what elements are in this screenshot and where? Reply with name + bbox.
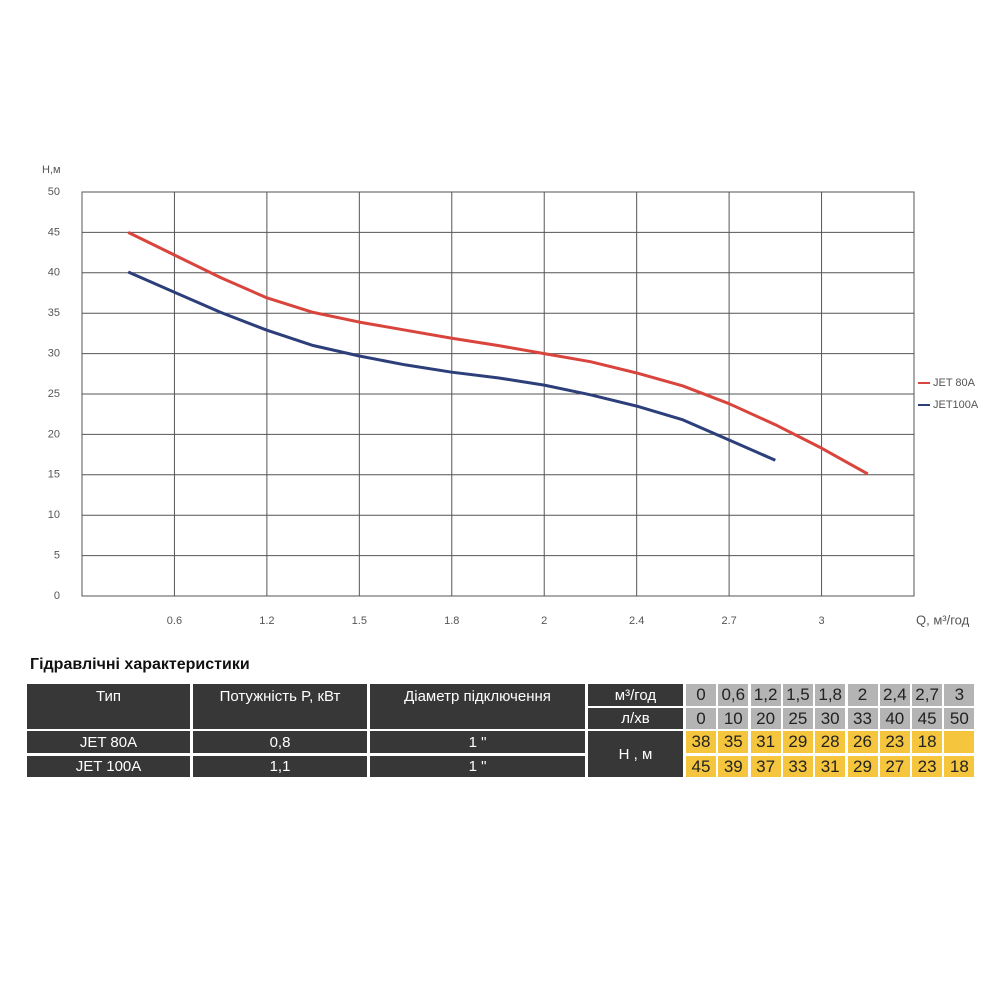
x-tick-label: 2.7	[721, 615, 736, 627]
flow-cell: 1,5	[782, 684, 813, 706]
series-line	[127, 231, 869, 476]
head-cell: 28	[815, 731, 846, 753]
x-tick-label: 1.8	[444, 615, 459, 627]
flow-cell: 1,2	[750, 684, 781, 706]
flow-cell: 0,6	[718, 684, 749, 706]
header-cell: Тип	[27, 684, 190, 729]
head-cell: 31	[750, 731, 781, 753]
flow-cell: 0	[686, 684, 716, 706]
x-axis-label: Q, м³/год	[916, 612, 970, 627]
head-cell	[944, 731, 975, 753]
flow-cell: 25	[782, 708, 813, 729]
y-tick-label: 25	[48, 388, 60, 400]
head-cell: 18	[944, 756, 975, 777]
y-tick-label: 30	[48, 348, 60, 360]
flow-cell: 2,4	[879, 684, 910, 706]
head-cell: 35	[718, 731, 749, 753]
head-cell: 18	[912, 731, 943, 753]
flow-cell: 2,7	[912, 684, 943, 706]
flow-cell: 10	[718, 708, 749, 729]
y-tick-label: 35	[48, 307, 60, 319]
legend-label: JET100A	[933, 399, 979, 411]
chart: H,м Q, м³/год 0 5 10 15 20 25 30 35 40 45 50 0.6 1.2…	[42, 164, 979, 628]
flow-cell: 2	[847, 684, 878, 706]
x-tick-label: 1.2	[259, 615, 274, 627]
x-tick-label: 2.4	[629, 615, 644, 627]
y-tick-label: 40	[48, 267, 60, 279]
unit-cell: Н , м	[588, 731, 683, 777]
head-cell: 45	[686, 756, 716, 777]
y-tick-label: 20	[48, 428, 60, 440]
flow-cell: 45	[912, 708, 943, 729]
head-cell: 37	[750, 756, 781, 777]
flow-cell: 20	[750, 708, 781, 729]
x-tick-label: 0.6	[167, 615, 182, 627]
table-cell: JET 100A	[27, 756, 190, 777]
head-cell: 38	[686, 731, 716, 753]
y-tick-label: 15	[48, 469, 60, 481]
legend-label: JET 80A	[933, 377, 976, 389]
unit-cell: л/хв	[588, 708, 683, 729]
table-cell: 1 "	[370, 731, 585, 753]
flow-cell: 40	[879, 708, 910, 729]
head-cell: 23	[879, 731, 910, 753]
head-cell: 29	[782, 731, 813, 753]
x-tick-label: 1.5	[352, 615, 367, 627]
unit-cell: м³/год	[588, 684, 683, 706]
flow-cell: 3	[944, 684, 975, 706]
header-cell: Діаметр підключення	[370, 684, 585, 729]
flow-cell: 30	[815, 708, 846, 729]
header-cell: Потужність P, кВт	[193, 684, 367, 729]
y-tick-label: 50	[48, 186, 60, 198]
head-cell: 23	[912, 756, 943, 777]
table-cell: 1,1	[193, 756, 367, 777]
series-line	[127, 270, 776, 462]
head-cell: 33	[782, 756, 813, 777]
y-tick-label: 10	[48, 509, 60, 521]
flow-cell: 1,8	[815, 684, 846, 706]
y-axis-label: H,м	[42, 164, 61, 176]
y-tick-label: 45	[48, 226, 60, 238]
table-cell: JET 80A	[27, 731, 190, 753]
head-cell: 27	[879, 756, 910, 777]
head-cell: 39	[718, 756, 749, 777]
x-tick-label: 2	[541, 615, 547, 627]
y-tick-label: 5	[54, 550, 60, 562]
x-tick-label: 3	[818, 615, 824, 627]
head-cell: 29	[847, 756, 878, 777]
head-cell: 26	[847, 731, 878, 753]
table-title: Гідравлічні характеристики	[30, 656, 250, 673]
flow-cell: 50	[944, 708, 975, 729]
head-cell: 31	[815, 756, 846, 777]
table-cell: 1 "	[370, 756, 585, 777]
y-tick-label: 0	[54, 590, 60, 602]
flow-cell: 0	[686, 708, 716, 729]
table-cell: 0,8	[193, 731, 367, 753]
flow-cell: 33	[847, 708, 878, 729]
